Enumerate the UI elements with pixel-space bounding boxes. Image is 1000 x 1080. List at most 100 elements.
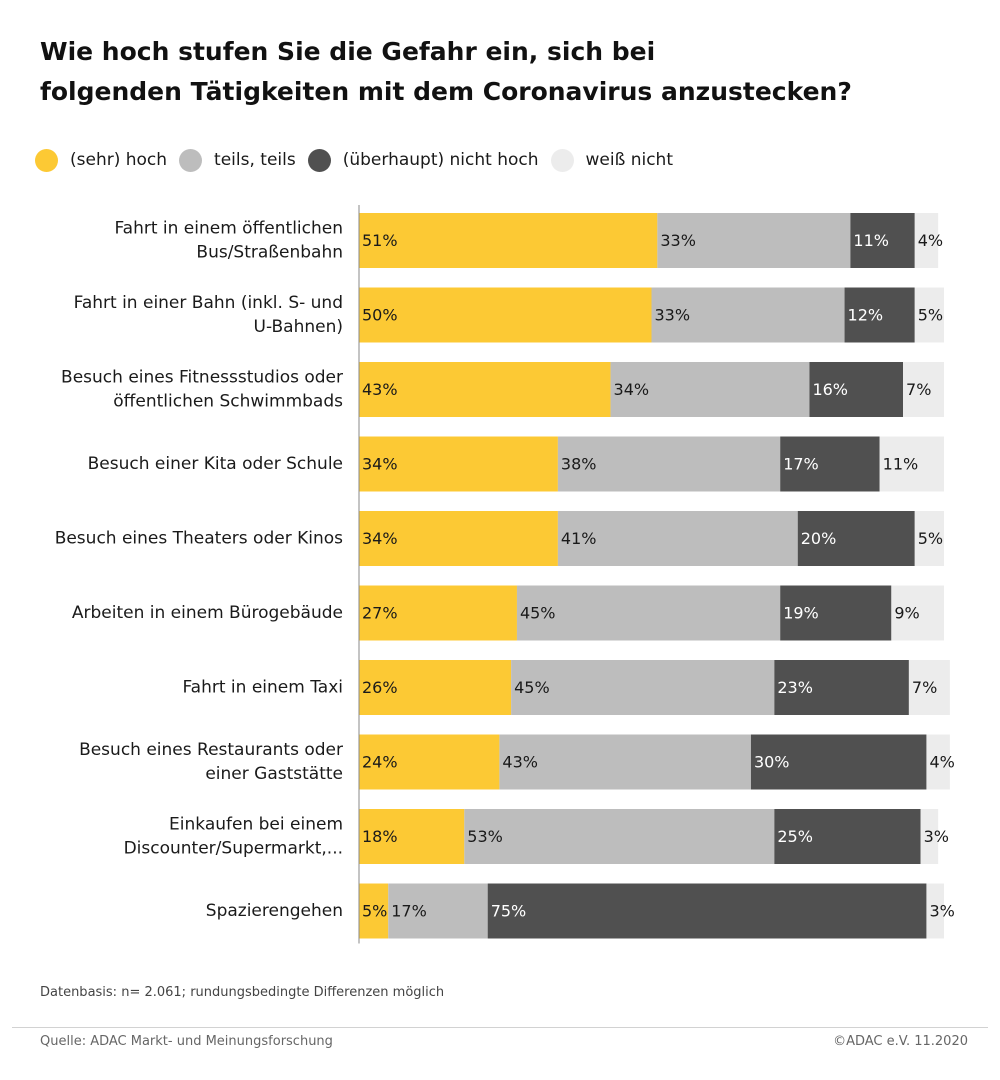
bar-segment <box>511 660 775 715</box>
legend-item-weiss-nicht: weiß nicht <box>550 148 673 172</box>
legend-item-teils-teils: teils, teils <box>179 148 296 172</box>
category-label: Einkaufen bei einem <box>169 815 343 835</box>
data-label: 19% <box>783 604 819 623</box>
data-label: 38% <box>561 455 597 474</box>
legend-item-nicht-hoch: (überhaupt) nicht hoch <box>307 148 539 172</box>
bar-segment <box>359 585 517 641</box>
data-label: 18% <box>362 827 398 846</box>
data-label: 34% <box>362 529 398 548</box>
bar-segment <box>908 660 950 715</box>
data-label: 11% <box>853 231 889 250</box>
footer-divider <box>12 1027 988 1028</box>
copyright-note: ©ADAC e.V. 11.2020 <box>833 1034 968 1049</box>
bar-segment <box>797 511 915 566</box>
bar-segment <box>487 883 927 939</box>
bar-segment <box>359 660 512 715</box>
bar-segment <box>359 287 652 343</box>
data-label: 26% <box>362 678 398 697</box>
category-label: Bus/Straßenbahn <box>196 243 343 263</box>
category-label: Besuch eines Fitnessstudios oder <box>61 368 343 388</box>
data-label: 25% <box>777 827 813 846</box>
data-label: 45% <box>514 678 550 697</box>
category-label: Besuch einer Kita oder Schule <box>88 454 343 474</box>
data-label: 12% <box>848 306 884 325</box>
data-label: 34% <box>614 380 650 399</box>
data-label: 53% <box>467 827 503 846</box>
bar-segment <box>926 734 950 790</box>
data-label: 23% <box>777 678 813 697</box>
legend-swatch-teils-teils <box>179 148 203 172</box>
data-label: 43% <box>362 380 398 399</box>
bar-segment <box>920 809 939 864</box>
category-label: U-Bahnen) <box>254 317 343 337</box>
bar-segment <box>359 883 389 939</box>
legend-label-sehr-hoch: (sehr) hoch <box>70 150 168 170</box>
bar-segment <box>557 436 781 492</box>
bar-segment <box>651 287 845 343</box>
bar-segment <box>359 213 658 268</box>
data-label: 7% <box>906 380 931 399</box>
bar-segment <box>780 436 880 492</box>
data-label: 51% <box>362 231 398 250</box>
data-label: 33% <box>655 306 691 325</box>
data-label: 5% <box>362 902 387 921</box>
bar-segment <box>914 511 944 566</box>
data-label: 20% <box>801 529 837 548</box>
data-label: 43% <box>502 753 538 772</box>
bar-segment <box>926 883 944 939</box>
legend-swatch-weiss-nicht <box>550 148 574 172</box>
bar-segment <box>774 660 909 715</box>
bar-segment <box>388 883 488 939</box>
chart-title-line-1: Wie hoch stufen Sie die Gefahr ein, sich… <box>40 37 656 66</box>
category-label: Arbeiten in einem Bürogebäude <box>72 603 343 623</box>
bar-segment <box>891 585 944 641</box>
category-label: Besuch eines Restaurants oder <box>79 740 343 760</box>
category-label: Discounter/Supermarkt,... <box>124 839 343 859</box>
bar-segment <box>914 213 939 268</box>
legend-label-weiss-nicht: weiß nicht <box>585 150 673 170</box>
data-label: 5% <box>918 306 943 325</box>
data-label: 11% <box>883 455 919 474</box>
data-label: 75% <box>491 902 527 921</box>
data-label: 33% <box>660 231 696 250</box>
data-label: 30% <box>754 753 790 772</box>
bar-segment <box>359 436 558 492</box>
category-label: Fahrt in einem öffentlichen <box>114 219 343 239</box>
bar-segment <box>516 585 781 641</box>
category-label: einer Gaststätte <box>205 764 343 784</box>
bar-segment <box>809 362 904 417</box>
bar-segment <box>750 734 927 790</box>
bar-segment <box>359 809 465 864</box>
category-label: Fahrt in einem Taxi <box>182 678 343 698</box>
data-label: 9% <box>894 604 919 623</box>
data-label: 50% <box>362 306 398 325</box>
bar-segment <box>610 362 810 417</box>
data-label: 16% <box>812 380 848 399</box>
bar-segment <box>914 287 944 343</box>
data-label: 24% <box>362 753 398 772</box>
bar-segment <box>844 287 915 343</box>
data-label: 45% <box>520 604 556 623</box>
chart-title: Wie hoch stufen Sie die Gefahr ein, sich… <box>40 32 960 112</box>
legend-swatch-nicht-hoch <box>307 148 331 172</box>
bar-segment <box>359 362 611 417</box>
category-label: Fahrt in einer Bahn (inkl. S- und <box>74 293 343 313</box>
data-label: 4% <box>929 753 954 772</box>
category-label: Besuch eines Theaters oder Kinos <box>55 529 343 549</box>
footnote: Datenbasis: n= 2.061; rundungsbedingte D… <box>40 985 445 1000</box>
legend-swatch-sehr-hoch <box>35 148 58 172</box>
bar-segment <box>557 511 798 566</box>
legend-label-nicht-hoch: (überhaupt) nicht hoch <box>342 150 539 170</box>
bar-segment <box>774 809 921 864</box>
bar-segment <box>499 734 751 790</box>
data-label: 34% <box>362 455 398 474</box>
data-label: 4% <box>918 231 943 250</box>
data-label: 7% <box>912 678 937 697</box>
source-note: Quelle: ADAC Markt- und Meinungsforschun… <box>40 1034 333 1049</box>
chart-title-line-2: folgenden Tätigkeiten mit dem Coronaviru… <box>40 77 852 106</box>
bar-segment <box>464 809 775 864</box>
bar-segment <box>850 213 915 268</box>
data-label: 17% <box>783 455 819 474</box>
category-label: Spazierengehen <box>206 901 343 921</box>
